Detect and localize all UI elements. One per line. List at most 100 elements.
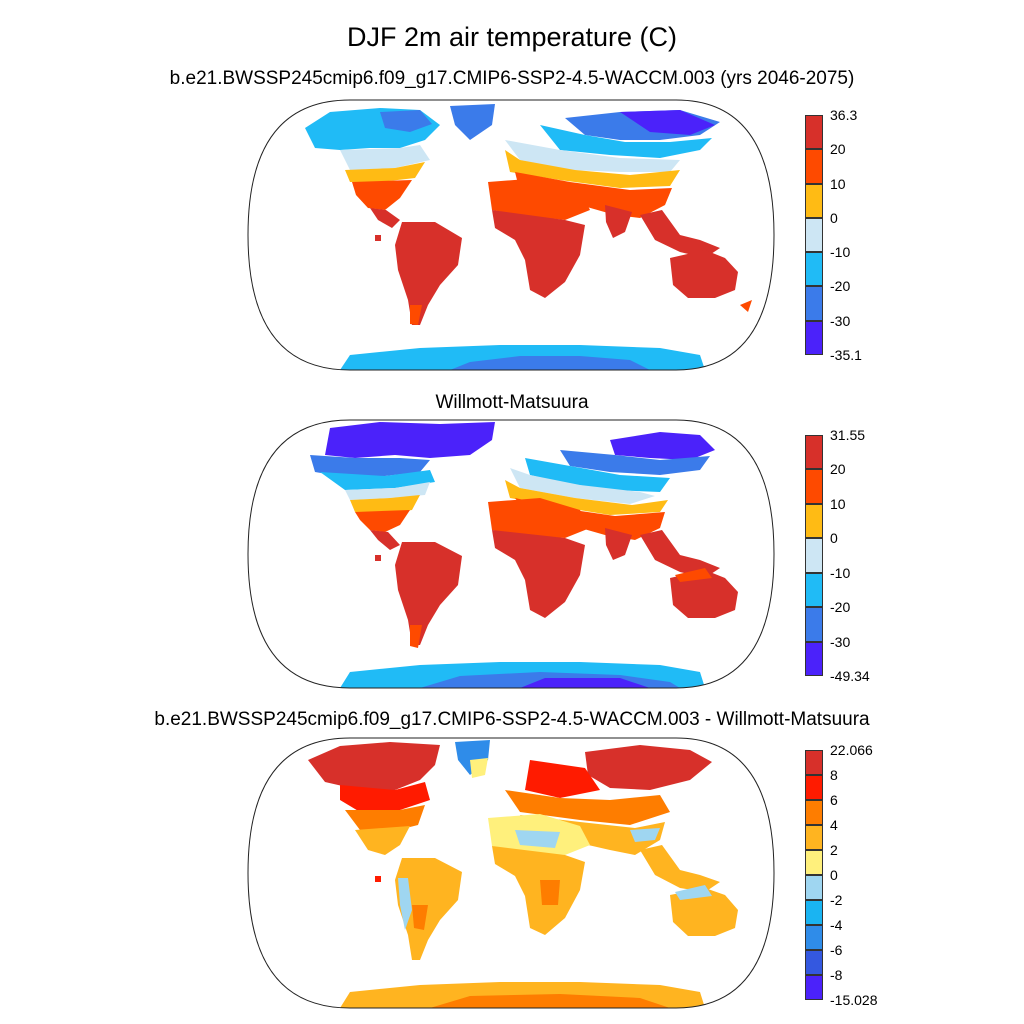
andes-warm bbox=[412, 905, 428, 930]
southeast-asia bbox=[640, 845, 720, 892]
eurasia-high-bias bbox=[585, 745, 712, 790]
eurasia-mild bbox=[505, 480, 668, 515]
central-america bbox=[370, 530, 400, 550]
colorbar-tick-label: -10 bbox=[830, 244, 851, 261]
colorbar-tick-label: -30 bbox=[830, 312, 851, 329]
map-panel-model bbox=[247, 99, 775, 371]
colorbar-tick-label: -8 bbox=[830, 967, 843, 983]
patagonia bbox=[410, 625, 422, 648]
colorbar-segment bbox=[805, 800, 823, 825]
colorbar-tick-label: -2 bbox=[830, 892, 843, 908]
eurasia-coldest bbox=[610, 432, 715, 460]
page-title: DJF 2m air temperature (C) bbox=[346, 22, 678, 52]
colorbar-segment bbox=[805, 503, 823, 539]
eurasia-frost bbox=[510, 468, 655, 504]
north-america-cold bbox=[310, 455, 430, 478]
colorbar-segment bbox=[805, 875, 823, 900]
colorbar-segment bbox=[805, 286, 823, 321]
colorbar-tick-label: 36.3 bbox=[830, 107, 858, 123]
australia bbox=[670, 570, 738, 618]
greenland-region bbox=[450, 104, 495, 140]
colorbar-tick-label: -20 bbox=[830, 599, 851, 616]
antarctica-interior bbox=[430, 994, 670, 1008]
colorbar-tick-label: -15.028 bbox=[830, 992, 878, 1008]
southeast-asia bbox=[640, 210, 720, 258]
colorbar-tick-label: 20 bbox=[830, 141, 846, 158]
colorbar-segment bbox=[805, 538, 823, 573]
greenland-edge bbox=[470, 758, 488, 778]
greenland-region bbox=[455, 740, 490, 775]
north-america-high-bias bbox=[308, 742, 440, 790]
north-america-bias-red bbox=[340, 782, 430, 812]
colorbar-tick-label: 10 bbox=[830, 175, 846, 192]
north-america-bias-south bbox=[355, 826, 410, 855]
colorbar-tick-label: -10 bbox=[830, 564, 851, 581]
australia bbox=[670, 250, 738, 298]
patagonia bbox=[410, 305, 422, 325]
north-america-coldest bbox=[325, 422, 495, 458]
colorbar-tick-label: -20 bbox=[830, 278, 851, 295]
colorbar-segment bbox=[805, 469, 823, 504]
colorbar-segment bbox=[805, 825, 823, 850]
eurasia-cold bbox=[560, 450, 710, 475]
africa-south bbox=[492, 210, 585, 298]
siberia-coldest bbox=[620, 110, 715, 135]
map-outline-diff bbox=[247, 737, 775, 1009]
map-outline-model bbox=[247, 99, 775, 371]
north-america-frost bbox=[340, 145, 430, 170]
colorbar-segment bbox=[805, 115, 823, 150]
india-region bbox=[605, 205, 632, 238]
colorbar-segment bbox=[805, 149, 823, 184]
canada-east-band bbox=[380, 110, 432, 132]
colorbar-tick-label: -4 bbox=[830, 917, 843, 933]
colorbar-segment bbox=[805, 750, 823, 775]
australia-north-band bbox=[675, 568, 712, 582]
north-america-south bbox=[352, 180, 412, 210]
eurasia-frost bbox=[505, 140, 680, 172]
island-dot bbox=[375, 555, 381, 561]
colorbar-tick-label: 20 bbox=[830, 461, 846, 478]
south-america bbox=[395, 858, 462, 960]
north-america-cool bbox=[320, 470, 435, 490]
colorbar-segment bbox=[805, 975, 823, 1000]
north-america-south bbox=[355, 510, 410, 532]
africa-warm-spots bbox=[540, 880, 560, 905]
andes-cool bbox=[398, 878, 412, 930]
colorbar-model bbox=[805, 115, 823, 355]
colorbar-tick-label: 0 bbox=[830, 530, 838, 547]
colorbar-segment bbox=[805, 900, 823, 925]
eurasia-cold bbox=[540, 125, 712, 158]
colorbar-tick-label: 31.55 bbox=[830, 427, 866, 443]
south-america bbox=[395, 542, 462, 645]
colorbar-segment bbox=[805, 252, 823, 287]
central-america bbox=[370, 208, 400, 228]
australia bbox=[670, 888, 738, 936]
colorbar-segment bbox=[805, 183, 823, 218]
colorbar-diff bbox=[805, 750, 823, 1000]
colorbar-segment bbox=[805, 435, 823, 470]
eurasia-bias-orange bbox=[505, 790, 670, 825]
colorbar-tick-label: -30 bbox=[830, 633, 851, 650]
eurasia-mild bbox=[505, 150, 680, 188]
new-zealand bbox=[740, 300, 752, 312]
eurasia-bias-red bbox=[525, 760, 600, 798]
sahara-cool bbox=[515, 830, 560, 848]
colorbar-segment bbox=[805, 775, 823, 800]
colorbar-segment bbox=[805, 217, 823, 253]
antarctica-core bbox=[520, 678, 650, 688]
colorbar-tick-label: -6 bbox=[830, 942, 843, 958]
colorbar-segment bbox=[805, 607, 823, 642]
map-panel-obs bbox=[247, 419, 775, 689]
island-dot bbox=[375, 876, 381, 882]
colorbar-segment bbox=[805, 641, 823, 676]
colorbar-tick-label: 0 bbox=[830, 867, 838, 883]
panel-title-diff: b.e21.BWSSP245cmip6.f09_g17.CMIP6-SSP2-4… bbox=[154, 709, 870, 730]
colorbar-tick-label: 6 bbox=[830, 792, 838, 808]
africa-north bbox=[488, 498, 590, 538]
colorbar-tick-label: -35.1 bbox=[830, 347, 862, 363]
colorbar-tick-label: 8 bbox=[830, 767, 838, 783]
colorbar-segment bbox=[805, 925, 823, 950]
south-america bbox=[395, 222, 462, 325]
map-panel-diff bbox=[247, 737, 775, 1009]
